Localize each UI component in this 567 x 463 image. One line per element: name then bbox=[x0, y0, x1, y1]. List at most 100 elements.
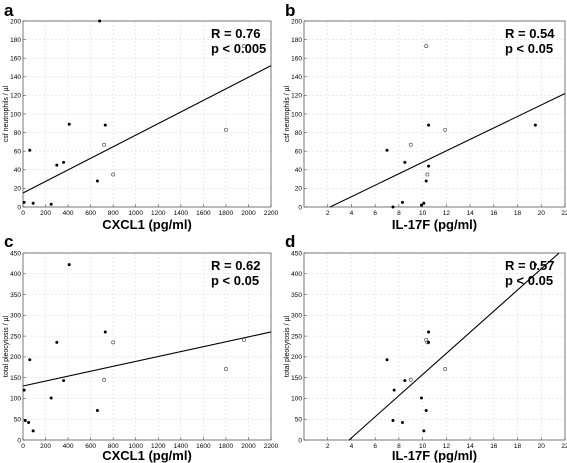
x-tick-label: 2200 bbox=[264, 443, 279, 450]
panel-label: a bbox=[4, 1, 14, 20]
data-point-open bbox=[241, 44, 246, 49]
x-tick-label: 600 bbox=[85, 210, 96, 217]
x-axis-label: IL-17F (pg/ml) bbox=[392, 448, 477, 463]
x-tick-label: 4 bbox=[350, 210, 354, 217]
stat-p: p < 0.05 bbox=[505, 273, 553, 288]
data-point-filled bbox=[103, 330, 107, 334]
y-tick-label: 50 bbox=[14, 417, 22, 424]
data-point-open bbox=[223, 127, 228, 132]
y-tick-label: 60 bbox=[14, 149, 22, 156]
data-point-filled bbox=[55, 340, 59, 344]
data-point-filled bbox=[27, 421, 31, 425]
data-point-filled bbox=[392, 388, 396, 392]
y-tick-label: 120 bbox=[10, 93, 21, 100]
data-point-filled bbox=[103, 123, 107, 127]
panel-label: c bbox=[4, 232, 13, 251]
data-point-filled bbox=[419, 203, 423, 207]
x-tick-label: 1200 bbox=[151, 210, 166, 217]
y-tick-label: 40 bbox=[14, 167, 22, 174]
x-tick-label: 10 bbox=[419, 443, 427, 450]
x-tick-label: 2 bbox=[326, 443, 330, 450]
x-tick-label: 2000 bbox=[241, 443, 256, 450]
y-tick-label: 400 bbox=[291, 271, 302, 278]
stat-p: p < 0.05 bbox=[211, 273, 259, 288]
x-tick-label: 8 bbox=[397, 210, 401, 217]
x-tick-label: 1400 bbox=[174, 443, 189, 450]
regression-line bbox=[348, 252, 560, 441]
regression-line bbox=[22, 331, 272, 387]
x-tick-label: 16 bbox=[490, 443, 498, 450]
y-tick-label: 40 bbox=[295, 167, 303, 174]
data-point-open bbox=[241, 337, 246, 342]
x-tick-label: 1000 bbox=[128, 210, 143, 217]
y-tick-label: 140 bbox=[291, 74, 302, 81]
y-tick-label: 300 bbox=[291, 313, 302, 320]
data-point-open bbox=[111, 172, 116, 177]
data-point-filled bbox=[533, 263, 537, 267]
y-tick-label: 50 bbox=[295, 417, 303, 424]
data-point-filled bbox=[427, 164, 431, 168]
y-tick-label: 200 bbox=[291, 18, 302, 25]
y-tick-label: 100 bbox=[291, 111, 302, 118]
stat-r: R = 0.57 bbox=[505, 258, 555, 273]
data-point-filled bbox=[22, 388, 26, 392]
x-tick-label: 800 bbox=[108, 210, 119, 217]
y-tick-label: 80 bbox=[295, 130, 303, 137]
x-tick-label: 800 bbox=[108, 443, 119, 450]
x-tick-label: 12 bbox=[443, 210, 451, 217]
y-tick-label: 400 bbox=[10, 271, 21, 278]
x-tick-label: 8 bbox=[397, 443, 401, 450]
data-point-filled bbox=[62, 379, 66, 383]
x-tick-label: 20 bbox=[538, 210, 546, 217]
data-point-filled bbox=[424, 408, 428, 412]
x-axis-label: IL-17F (pg/ml) bbox=[392, 217, 477, 232]
plot-frame bbox=[22, 252, 272, 441]
x-tick-label: 1000 bbox=[128, 443, 143, 450]
data-point-filled bbox=[98, 19, 102, 23]
data-point-filled bbox=[31, 201, 35, 205]
y-tick-label: 100 bbox=[10, 396, 21, 403]
data-point-filled bbox=[62, 160, 66, 164]
data-point-open bbox=[408, 377, 413, 382]
y-tick-label: 300 bbox=[10, 313, 21, 320]
y-axis-label: total pleocytosis / µl bbox=[284, 315, 291, 377]
x-tick-label: 200 bbox=[40, 210, 51, 217]
data-point-filled bbox=[55, 163, 59, 167]
y-tick-label: 250 bbox=[291, 333, 302, 340]
data-point-filled bbox=[95, 408, 99, 412]
data-point-filled bbox=[28, 358, 32, 362]
y-tick-label: 450 bbox=[291, 250, 302, 257]
x-tick-label: 2 bbox=[326, 210, 330, 217]
y-tick-label: 0 bbox=[298, 204, 302, 211]
x-tick-label: 1800 bbox=[219, 443, 234, 450]
y-tick-label: 150 bbox=[10, 375, 21, 382]
y-tick-label: 450 bbox=[10, 250, 21, 257]
y-tick-label: 250 bbox=[10, 333, 21, 340]
data-point-filled bbox=[424, 179, 428, 183]
data-point-filled bbox=[422, 201, 426, 205]
data-point-filled bbox=[403, 160, 407, 164]
x-tick-label: 1200 bbox=[151, 443, 166, 450]
x-tick-label: 1400 bbox=[174, 210, 189, 217]
data-point-open bbox=[111, 340, 116, 345]
y-tick-label: 180 bbox=[10, 37, 21, 44]
data-point-filled bbox=[23, 418, 27, 422]
y-tick-label: 0 bbox=[298, 437, 302, 444]
y-axis-label: total pleocytosis / µl bbox=[3, 315, 10, 377]
data-point-filled bbox=[400, 200, 404, 204]
x-tick-label: 12 bbox=[443, 443, 451, 450]
y-tick-label: 160 bbox=[10, 56, 21, 63]
x-tick-label: 0 bbox=[21, 210, 25, 217]
y-axis-label: csf neutrophils / µl bbox=[3, 85, 10, 142]
x-tick-label: 600 bbox=[85, 443, 96, 450]
x-axis-label: CXCL1 (pg/ml) bbox=[102, 217, 192, 232]
data-point-filled bbox=[403, 379, 407, 383]
y-tick-label: 100 bbox=[10, 111, 21, 118]
y-tick-label: 140 bbox=[10, 74, 21, 81]
data-point-filled bbox=[391, 205, 395, 209]
stat-r: R = 0.54 bbox=[505, 26, 555, 41]
y-tick-label: 20 bbox=[295, 186, 303, 193]
x-tick-label: 18 bbox=[514, 443, 522, 450]
x-tick-label: 400 bbox=[63, 443, 74, 450]
